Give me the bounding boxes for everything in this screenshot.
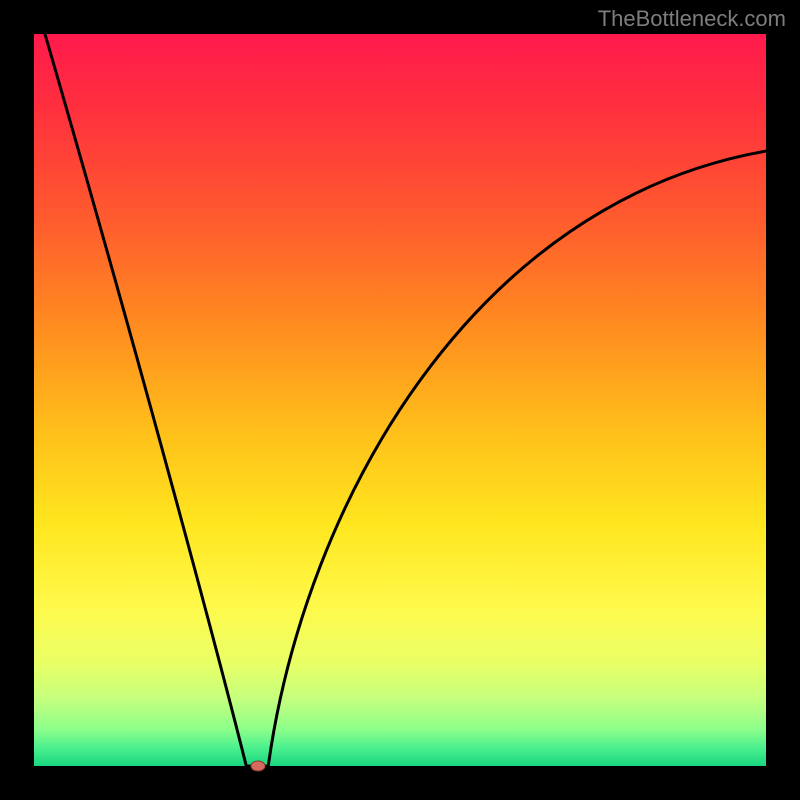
watermark-text: TheBottleneck.com: [598, 6, 786, 32]
bottleneck-curve: [34, 34, 766, 766]
stage: TheBottleneck.com: [0, 0, 800, 800]
optimum-marker: [248, 758, 268, 774]
